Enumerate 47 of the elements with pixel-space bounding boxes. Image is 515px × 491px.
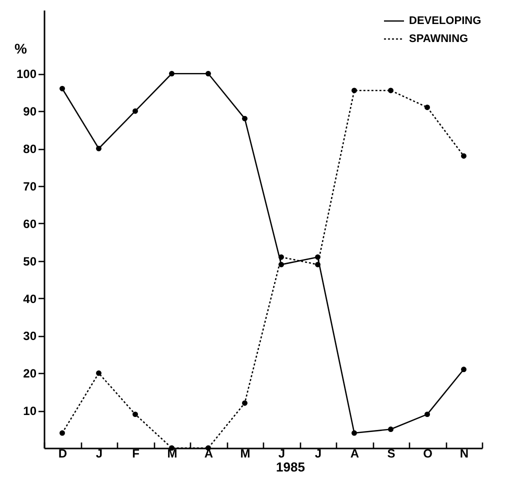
point (242, 116, 248, 122)
point (60, 430, 65, 436)
point (278, 254, 284, 260)
x-tick-label: S (387, 446, 396, 460)
y-tick-label: 90 (23, 104, 37, 119)
x-tick-label: F (132, 446, 140, 460)
point (132, 108, 138, 114)
point (60, 86, 65, 92)
x-axis-title: 1985 (276, 460, 305, 474)
point (315, 262, 320, 268)
y-tick-label: 40 (23, 292, 37, 306)
point (169, 70, 174, 76)
point (388, 426, 394, 432)
point (96, 370, 102, 376)
y-tick-label: 70 (23, 179, 37, 194)
point (424, 412, 430, 418)
point (461, 153, 466, 159)
legend-label: DEVELOPING (409, 15, 482, 27)
point (352, 88, 357, 94)
x-tick-label: M (167, 446, 178, 460)
x-tick-label: M (240, 446, 250, 460)
x-tick-label: J (278, 446, 286, 460)
y-tick-label: 10 (23, 404, 37, 418)
point (96, 146, 102, 152)
legend-label: SPAWNING (409, 33, 468, 45)
point (424, 104, 430, 110)
point (278, 262, 284, 268)
x-tick-label: N (460, 446, 469, 460)
y-tick-label: 30 (23, 329, 37, 344)
point (352, 430, 357, 436)
y-tick-label: 100 (16, 67, 37, 82)
y-tick-label: 20 (23, 366, 37, 381)
point (461, 366, 466, 372)
point (388, 88, 394, 94)
x-tick-label: O (423, 446, 432, 460)
x-tick-label: J (96, 446, 103, 460)
point (242, 400, 248, 406)
x-tick-label: D (58, 446, 68, 460)
x-tick-label: A (350, 446, 360, 460)
y-axis-title: % (14, 40, 28, 56)
y-tick-label: 60 (23, 216, 37, 231)
y-tick-label: 80 (23, 142, 37, 156)
y-tick-label: 50 (23, 254, 37, 268)
point (132, 412, 138, 418)
point (315, 254, 320, 260)
point (206, 70, 211, 76)
x-tick-label: J (314, 446, 322, 460)
